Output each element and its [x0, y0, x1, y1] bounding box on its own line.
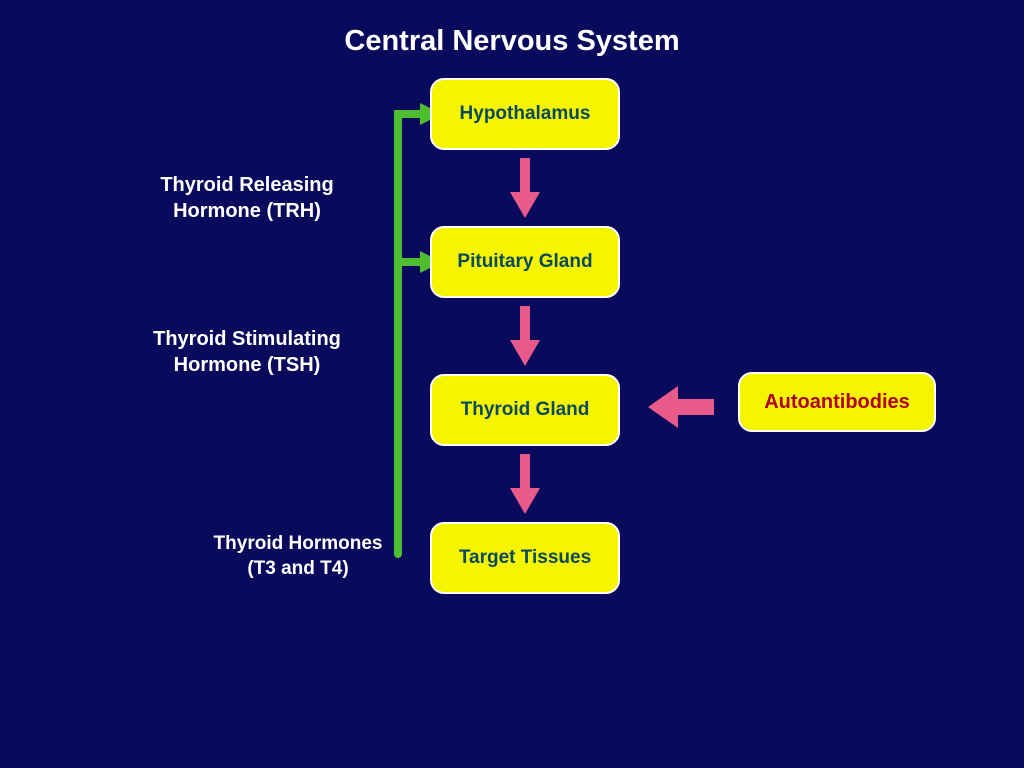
- arrow-thyroid-to-target: [510, 454, 540, 514]
- arrow-hypo-to-pituitary: [510, 158, 540, 218]
- arrow-autoantibodies-to-thyroid: [648, 386, 714, 428]
- node-autoantibodies-label: Autoantibodies: [764, 391, 910, 414]
- feedback-mid-branch: [394, 258, 420, 266]
- feedback-trunk: [394, 110, 402, 558]
- node-thyroid-label: Thyroid Gland: [461, 399, 590, 421]
- label-tsh-line1: Thyroid Stimulating: [153, 328, 341, 350]
- node-hypothalamus: Hypothalamus: [430, 78, 620, 150]
- node-autoantibodies: Autoantibodies: [738, 372, 936, 432]
- node-target-label: Target Tissues: [459, 547, 591, 569]
- label-tsh-line2: Hormone (TSH): [174, 354, 321, 376]
- node-target-tissues: Target Tissues: [430, 522, 620, 594]
- feedback-top-branch: [394, 110, 420, 118]
- node-thyroid-gland: Thyroid Gland: [430, 374, 620, 446]
- label-t3t4: Thyroid Hormones (T3 and T4): [198, 532, 398, 581]
- label-trh-line2: Hormone (TRH): [173, 200, 321, 222]
- diagram-title: Central Nervous System: [0, 25, 1024, 58]
- node-hypothalamus-label: Hypothalamus: [460, 103, 591, 125]
- label-trh: Thyroid Releasing Hormone (TRH): [132, 172, 362, 224]
- arrow-pituitary-to-thyroid: [510, 306, 540, 366]
- label-t3t4-line2: (T3 and T4): [247, 558, 348, 579]
- label-tsh: Thyroid Stimulating Hormone (TSH): [132, 326, 362, 378]
- label-t3t4-line1: Thyroid Hormones: [214, 533, 383, 554]
- node-pituitary-gland: Pituitary Gland: [430, 226, 620, 298]
- node-pituitary-label: Pituitary Gland: [457, 251, 592, 273]
- label-trh-line1: Thyroid Releasing: [160, 174, 333, 196]
